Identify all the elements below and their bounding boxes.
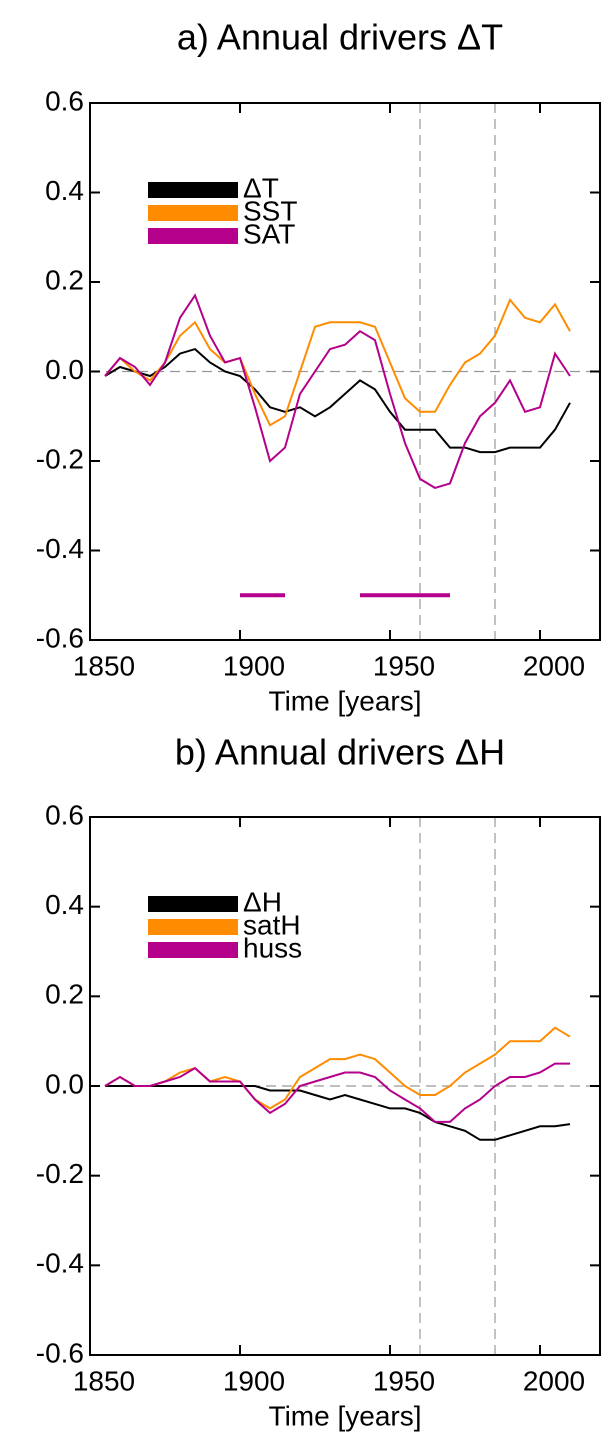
y-tick-label: 0.4	[45, 889, 84, 920]
data-line	[104, 293, 571, 489]
legend-label: SST	[243, 195, 297, 226]
y-tick-label: 0.0	[45, 354, 84, 385]
data-line	[104, 1026, 571, 1110]
x-axis-label: Time [years]	[269, 1400, 422, 1431]
y-tick-label: -0.6	[36, 1337, 84, 1368]
legend-label: ΔT	[243, 172, 279, 203]
legend-label: huss	[243, 932, 302, 963]
chart-title: b) Annual drivers ΔH	[175, 732, 505, 773]
legend-label: ΔH	[243, 886, 282, 917]
chart-title: a) Annual drivers ΔT	[177, 17, 503, 58]
y-tick-label: -0.6	[36, 622, 84, 653]
data-line	[104, 347, 571, 454]
x-axis-label: Time [years]	[269, 685, 422, 716]
x-tick-label: 1850	[73, 650, 135, 681]
x-tick-label: 1850	[73, 1365, 135, 1396]
y-tick-label: 0.2	[45, 979, 84, 1010]
plot-frame	[89, 816, 601, 1356]
legend-label: SAT	[243, 218, 295, 249]
y-tick-label: -0.4	[36, 533, 84, 564]
x-tick-label: 1950	[373, 1365, 435, 1396]
x-tick-label: 1900	[223, 1365, 285, 1396]
x-tick-label: 1950	[373, 650, 435, 681]
y-tick-label: 0.6	[45, 799, 84, 830]
y-tick-label: 0.0	[45, 1068, 84, 1099]
y-tick-label: -0.4	[36, 1248, 84, 1279]
y-tick-label: 0.4	[45, 175, 84, 206]
plot-frame	[89, 102, 601, 641]
data-line	[105, 1085, 571, 1141]
y-tick-label: 0.6	[45, 85, 84, 116]
data-line	[104, 297, 571, 427]
x-tick-label: 1900	[223, 650, 285, 681]
legend-label: satH	[243, 909, 301, 940]
x-tick-label: 2000	[523, 1365, 585, 1396]
x-tick-label: 2000	[523, 650, 585, 681]
y-tick-label: 0.2	[45, 264, 84, 295]
y-tick-label: -0.2	[36, 1158, 84, 1189]
y-tick-label: -0.2	[36, 443, 84, 474]
data-line	[104, 1062, 570, 1123]
